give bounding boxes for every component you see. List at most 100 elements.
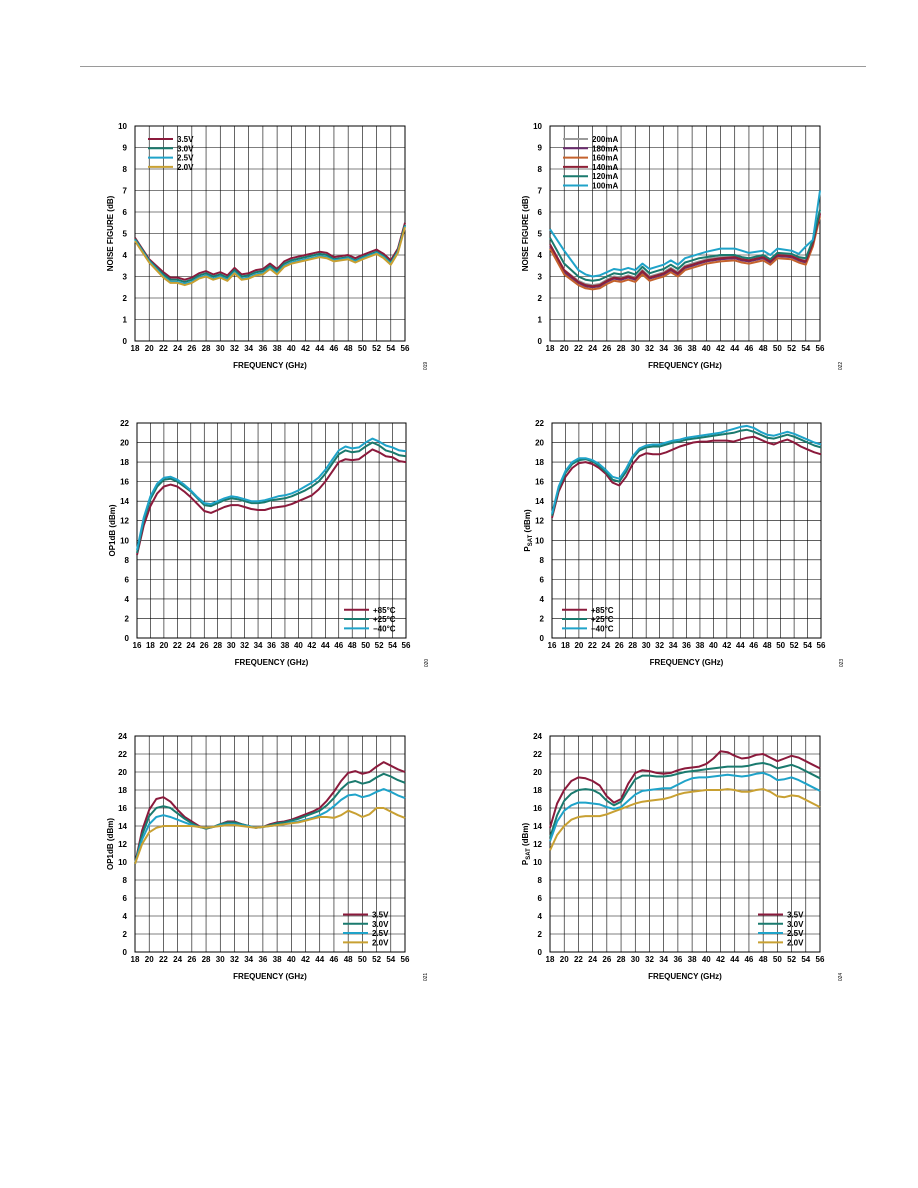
y-tick-label: 8 [538,876,543,885]
x-tick-label: 42 [716,344,725,353]
x-tick-label: 56 [402,641,411,650]
x-tick-label: 26 [602,344,611,353]
legend-label: 120mA [592,172,618,181]
legend-label: −40°C [373,624,396,633]
series-line [549,750,821,829]
x-tick-label: 42 [716,955,725,964]
legend: 3.5V3.0V2.5V2.0V [148,135,194,172]
x-tick-label: 18 [546,344,555,353]
y-tick-label: 0 [538,337,543,346]
figure-id: 022 [838,362,844,371]
x-tick-label: 50 [773,344,782,353]
series-line [551,428,822,517]
y-tick-label: 6 [125,575,130,584]
y-tick-label: 18 [533,786,542,795]
y-axis-title: NOISE FIGURE (dB) [521,195,530,271]
x-tick-label: 24 [588,955,597,964]
figure-id: 020 [424,659,430,668]
x-tick-label: 38 [280,641,289,650]
x-tick-label: 24 [601,641,610,650]
x-tick-label: 52 [787,955,796,964]
x-tick-label: 18 [131,344,140,353]
series-line [136,448,407,556]
x-tick-label: 46 [749,641,758,650]
y-tick-label: 3 [123,273,128,282]
x-tick-label: 24 [186,641,195,650]
x-tick-label: 30 [631,344,640,353]
y-tick-label: 7 [123,187,128,196]
series-line [136,437,407,551]
plot-frame [134,125,406,342]
series-line [549,771,821,842]
y-tick-label: 18 [118,786,127,795]
x-tick-label: 44 [730,344,739,353]
y-axis-title: NOISE FIGURE (dB) [106,195,115,271]
legend: 3.5V3.0V2.5V2.0V [343,910,389,947]
y-tick-label: 4 [123,912,128,921]
x-tick-label: 50 [358,344,367,353]
x-tick-label: 36 [267,641,276,650]
legend-label: 3.0V [372,920,389,929]
y-tick-label: 8 [125,556,130,565]
y-tick-label: 18 [535,458,544,467]
legend-label: 160mA [592,154,618,163]
x-tick-label: 40 [702,955,711,964]
chart-020: 16 18 20 22 24 26 28 30 32 34 36 38 40 42 44 46 48 50 52 54… [108,419,430,667]
legend-label: 200mA [592,135,618,144]
x-tick-label: 16 [133,641,142,650]
x-tick-label: 50 [776,641,785,650]
y-axis-title-sub: SAT [526,848,532,860]
legend-label: 3.5V [177,135,194,144]
y-tick-label: 6 [538,208,543,217]
y-tick-label: 4 [538,251,543,260]
y-tick-label: 22 [535,419,544,428]
y-tick-label: 14 [120,497,129,506]
x-tick-label: 34 [659,955,668,964]
y-tick-label: 2 [538,294,543,303]
x-tick-label: 36 [673,955,682,964]
x-tick-label: 52 [787,344,796,353]
y-tick-label: 16 [120,478,129,487]
legend-label: 3.5V [372,910,389,919]
x-tick-label: 22 [173,641,182,650]
x-tick-label: 36 [682,641,691,650]
x-tick-label: 24 [173,955,182,964]
x-tick-label: 54 [803,641,812,650]
y-axis-title-main: P [521,859,530,865]
x-tick-label: 44 [730,955,739,964]
x-tick-label: 22 [574,344,583,353]
x-tick-label: 32 [645,955,654,964]
legend-label: 2.5V [372,929,389,938]
y-tick-label: 20 [120,439,129,448]
y-tick-label: 7 [538,187,543,196]
x-tick-label: 30 [642,641,651,650]
y-tick-label: 5 [123,230,128,239]
x-tick-label: 26 [615,641,624,650]
x-tick-label: 32 [645,344,654,353]
legend: +85°C+25°C−40°C [562,606,614,633]
y-axis-title: OP1dB (dBm) [108,504,117,556]
x-tick-label: 26 [187,344,196,353]
x-tick-label: 18 [131,955,140,964]
y-axis-title-main: P [523,546,532,552]
x-tick-label: 46 [334,641,343,650]
x-tick-label: 48 [348,641,357,650]
x-tick-label: 30 [631,955,640,964]
x-tick-label: 46 [744,955,753,964]
x-tick-label: 34 [244,344,253,353]
legend: 3.5V3.0V2.5V2.0V [758,910,804,947]
legend-label: +25°C [591,615,614,624]
y-tick-label: 14 [118,822,127,831]
x-tick-label: 20 [145,344,154,353]
y-tick-label: 5 [538,230,543,239]
legend-label: 3.0V [177,144,194,153]
x-tick-label: 40 [287,344,296,353]
legend: +85°C+25°C−40°C [344,606,396,633]
x-tick-label: 56 [401,955,410,964]
series-line [136,441,407,554]
x-tick-label: 26 [187,955,196,964]
x-tick-label: 48 [344,955,353,964]
y-tick-label: 0 [540,634,545,643]
y-tick-label: 0 [125,634,130,643]
series-line [549,788,821,851]
